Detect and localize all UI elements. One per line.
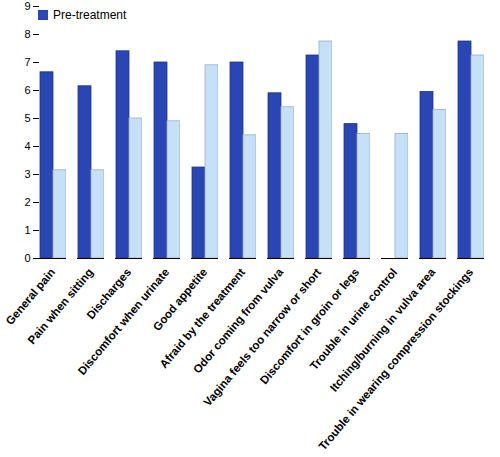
- svg-text:Discharges: Discharges: [84, 266, 134, 322]
- svg-text:3: 3: [24, 168, 30, 180]
- svg-text:Itching/burning in vulva area: Itching/burning in vulva area: [327, 266, 438, 394]
- svg-text:8: 8: [24, 28, 30, 40]
- svg-text:Trouble in urine control: Trouble in urine control: [307, 266, 400, 373]
- svg-text:Afraid by the treatment: Afraid by the treatment: [157, 266, 248, 371]
- svg-text:6: 6: [24, 84, 30, 96]
- svg-text:General pain: General pain: [3, 266, 58, 328]
- svg-text:9: 9: [24, 0, 30, 12]
- svg-text:Good appetite: Good appetite: [150, 266, 210, 333]
- svg-text:Odor coming from vulva: Odor coming from vulva: [190, 266, 286, 376]
- svg-text:1: 1: [24, 224, 30, 236]
- svg-text:5: 5: [24, 112, 30, 124]
- svg-text:7: 7: [24, 56, 30, 68]
- svg-text:Trouble in wearing compression: Trouble in wearing compression stockings: [316, 266, 475, 452]
- svg-text:Discomfort in groin or legs: Discomfort in groin or legs: [257, 266, 362, 387]
- svg-text:2: 2: [24, 196, 30, 208]
- svg-text:Pain when sitting: Pain when sitting: [25, 266, 95, 346]
- svg-text:0: 0: [24, 252, 30, 264]
- svg-text:Vagina feels too narrow or sho: Vagina feels too narrow or short: [201, 266, 324, 409]
- svg-text:4: 4: [24, 140, 30, 152]
- svg-text:Discomfort when urinate: Discomfort when urinate: [75, 266, 172, 377]
- html-text:Pre-treatment: Pre-treatment: [53, 8, 127, 22]
